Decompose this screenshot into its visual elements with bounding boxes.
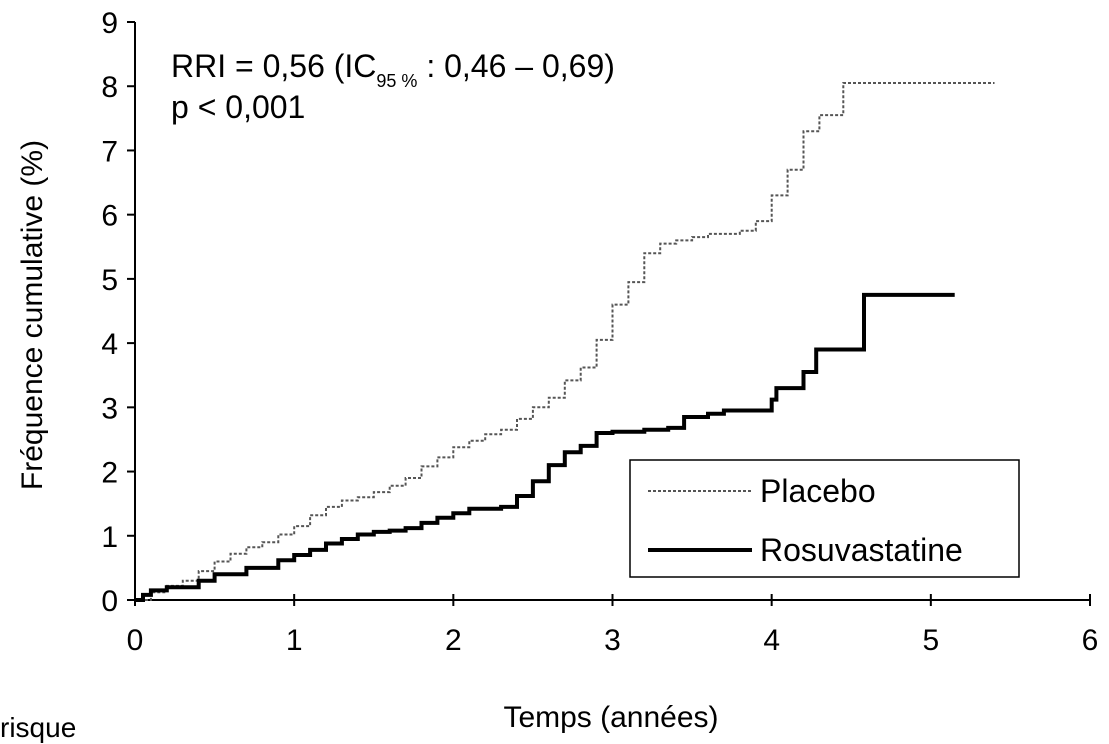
- series-line-placebo: [135, 82, 995, 601]
- y-tick-label: 9: [101, 7, 118, 40]
- annotation-pvalue: p < 0,001: [171, 89, 305, 125]
- x-tick-label: 3: [604, 624, 621, 657]
- x-tick-label: 1: [286, 624, 303, 657]
- x-tick-label: 6: [1082, 624, 1099, 657]
- annotation: RRI = 0,56 (IC95 % : 0,46 – 0,69) p < 0,…: [171, 48, 615, 125]
- legend-box: [629, 459, 1020, 578]
- legend: Placebo Rosuvastatine: [629, 459, 1020, 578]
- y-tick-label: 6: [101, 200, 118, 233]
- y-tick-label: 8: [101, 71, 118, 104]
- legend-rosuvastatine-label: Rosuvastatine: [760, 532, 963, 568]
- x-tick-label: 0: [127, 624, 144, 657]
- annotation-rri: RRI = 0,56 (IC: [171, 48, 376, 84]
- y-tick-label: 0: [101, 585, 118, 618]
- x-tick-label: 5: [922, 624, 939, 657]
- annotation-line-1: RRI = 0,56 (IC95 % : 0,46 – 0,69): [171, 48, 615, 91]
- y-tick-label: 4: [101, 328, 118, 361]
- x-tick-label: 4: [763, 624, 780, 657]
- annotation-interval: : 0,46 – 0,69): [417, 48, 614, 84]
- y-tick-label: 3: [101, 392, 118, 425]
- y-axis: 0 1 2 3 4 5 6 7 8 9: [101, 7, 136, 618]
- y-tick-label: 5: [101, 264, 118, 297]
- y-tick-label: 1: [101, 521, 118, 554]
- x-axis: 0 1 2 3 4 5 6: [127, 594, 1099, 657]
- series-layer: [135, 82, 995, 602]
- y-axis-title: Fréquence cumulative (%): [16, 140, 49, 490]
- series-line-rosuvastatine: [135, 292, 955, 602]
- cropped-footer-text: risque: [0, 712, 77, 743]
- x-tick-label: 2: [445, 624, 462, 657]
- x-axis-title: Temps (années): [503, 701, 718, 734]
- y-tick-label: 7: [101, 135, 118, 168]
- annotation-subscript: 95 %: [376, 71, 417, 91]
- y-tick-label: 2: [101, 457, 118, 490]
- legend-placebo-label: Placebo: [760, 473, 876, 509]
